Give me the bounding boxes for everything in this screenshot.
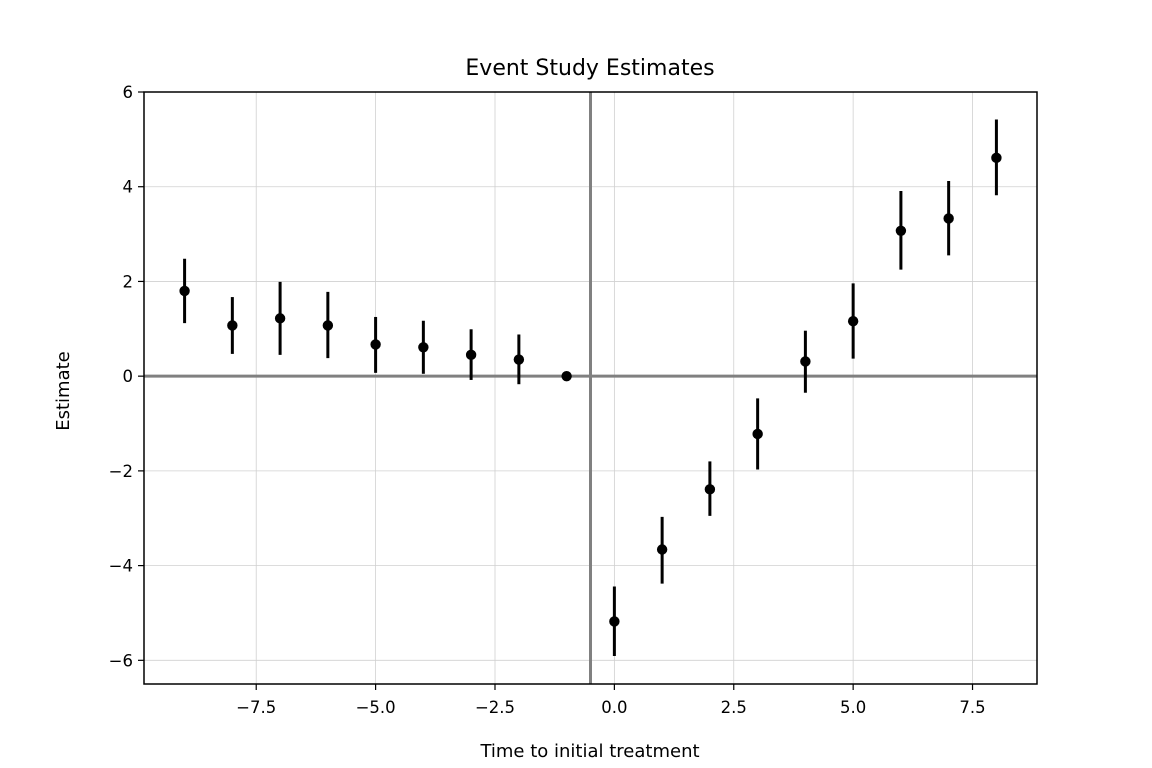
data-point xyxy=(513,354,525,365)
y-tick-label: −6 xyxy=(109,651,133,670)
x-tick-label: −5.0 xyxy=(356,698,396,717)
y-tick-label: 4 xyxy=(123,178,134,197)
data-point xyxy=(991,152,1002,164)
x-axis-ticks: −7.5 −5.0 −2.5 0.0 2.5 5.0 7.5 xyxy=(236,684,986,717)
x-tick-label: 7.5 xyxy=(959,698,985,717)
data-point xyxy=(370,339,381,350)
data-point xyxy=(322,320,334,331)
data-point xyxy=(704,484,716,495)
data-point xyxy=(227,320,238,331)
chart-title: Event Study Estimates xyxy=(465,56,714,81)
data-point xyxy=(895,225,907,236)
y-tick-label: −4 xyxy=(109,557,133,576)
x-axis-label: Time to initial treatment xyxy=(479,741,699,762)
data-point xyxy=(609,616,620,627)
x-tick-label: 5.0 xyxy=(840,698,866,717)
data-point xyxy=(752,428,763,440)
data-point xyxy=(847,316,859,327)
data-point xyxy=(656,544,668,555)
x-tick-label: −2.5 xyxy=(475,698,515,717)
data-point xyxy=(274,313,286,324)
data-points xyxy=(179,152,1002,627)
data-point xyxy=(800,356,811,367)
reference-lines xyxy=(144,92,1037,684)
plot-frame xyxy=(143,91,1038,685)
data-point xyxy=(179,285,190,297)
y-tick-label: 6 xyxy=(123,83,134,102)
x-tick-label: 2.5 xyxy=(721,698,747,717)
y-axis-label: Estimate xyxy=(53,351,74,431)
data-point xyxy=(943,213,954,224)
y-tick-label: −2 xyxy=(109,462,133,481)
y-axis-ticks: −6 −4 −2 0 2 4 6 xyxy=(109,83,144,670)
x-tick-label: −7.5 xyxy=(236,698,276,717)
data-point xyxy=(561,370,572,382)
data-point xyxy=(418,342,429,353)
y-tick-label: 0 xyxy=(123,367,134,386)
x-tick-label: 0.0 xyxy=(601,698,627,717)
data-point xyxy=(465,349,477,361)
y-tick-label: 2 xyxy=(123,272,134,291)
